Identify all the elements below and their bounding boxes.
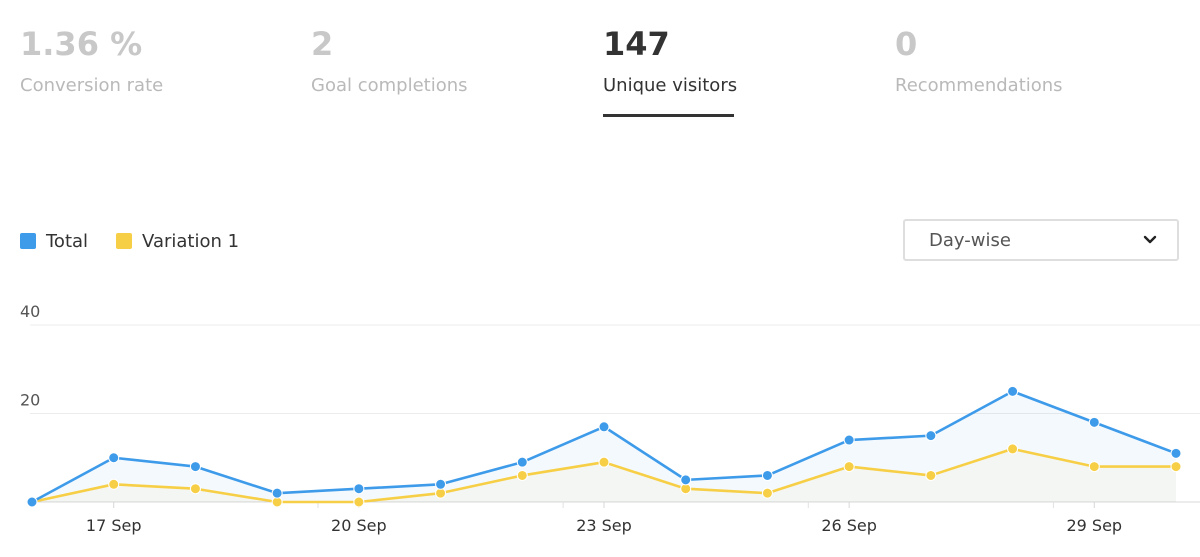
x-tick-label: 17 Sep [86, 516, 142, 535]
tab-recommendations[interactable]: 0 Recommendations [895, 22, 1063, 100]
y-tick-label: 20 [20, 391, 40, 410]
data-point [435, 478, 447, 490]
data-point [189, 483, 201, 495]
data-point [1088, 416, 1100, 428]
legend-label: Total [46, 230, 89, 252]
area-fill-0 [32, 391, 1176, 502]
chevron-down-icon [1143, 235, 1157, 244]
chart-legend: Total Variation 1 [20, 229, 267, 253]
legend-swatch [20, 233, 36, 249]
metric-label: Recommendations [895, 75, 1063, 96]
granularity-dropdown[interactable]: Day-wise [903, 219, 1179, 261]
data-point [1007, 443, 1019, 455]
dropdown-selected-value: Day-wise [929, 229, 1011, 251]
x-tick-label: 26 Sep [821, 516, 877, 535]
metric-value: 147 [603, 25, 670, 63]
area-fill-1 [32, 448, 1176, 502]
data-point [108, 452, 120, 464]
metric-value: 1.36 % [20, 25, 143, 63]
data-point [1007, 385, 1019, 397]
data-point [271, 487, 283, 499]
data-point [598, 456, 610, 468]
legend-label: Variation 1 [142, 230, 240, 252]
legend-item-variation-1[interactable]: Variation 1 [116, 231, 239, 252]
x-tick-label: 23 Sep [576, 516, 632, 535]
data-point [925, 469, 937, 481]
data-point [761, 487, 773, 499]
data-point [353, 483, 365, 495]
legend-swatch [116, 233, 133, 249]
data-point [843, 461, 855, 473]
metric-value: 0 [895, 25, 918, 63]
tab-conversion-rate[interactable]: 1.36 % Conversion rate [20, 22, 163, 100]
data-point [761, 469, 773, 481]
data-point [843, 434, 855, 446]
data-point [189, 461, 201, 473]
metric-tabs: 1.36 % Conversion rate 2 Goal completion… [0, 0, 1200, 125]
data-point [353, 496, 365, 508]
y-tick-label: 40 [20, 302, 40, 321]
metric-value: 2 [311, 25, 334, 63]
tab-unique-visitors[interactable]: 147 Unique visitors [603, 22, 737, 117]
data-point [108, 478, 120, 490]
active-tab-underline [603, 114, 734, 117]
data-point [680, 474, 692, 486]
metric-label: Unique visitors [603, 75, 738, 96]
x-tick-label: 29 Sep [1066, 516, 1122, 535]
data-point [925, 430, 937, 442]
data-point [516, 456, 528, 468]
data-point [516, 469, 528, 481]
data-point [1170, 461, 1182, 473]
metric-label: Goal completions [311, 75, 468, 96]
legend-item-total[interactable]: Total [20, 231, 88, 252]
data-point [598, 421, 610, 433]
data-point [1088, 461, 1100, 473]
metric-label: Conversion rate [20, 75, 164, 96]
line-chart: 20 40 17 Sep 20 Sep 23 Sep 26 Sep 29 Sep [20, 302, 1200, 535]
tab-goal-completions[interactable]: 2 Goal completions [311, 22, 468, 100]
x-tick-label: 20 Sep [331, 516, 387, 535]
data-point [26, 496, 38, 508]
data-point [1170, 447, 1182, 459]
